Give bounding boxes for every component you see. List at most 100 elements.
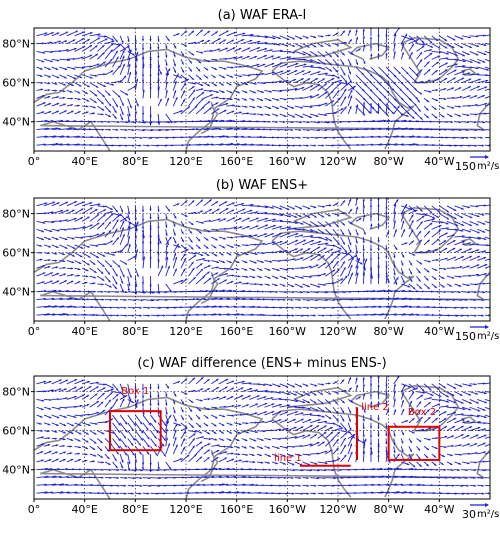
wind-arrowhead xyxy=(209,89,213,93)
wind-arrowhead xyxy=(385,205,388,209)
wind-arrowhead xyxy=(175,444,178,448)
wind-arrowhead xyxy=(134,460,138,463)
wind-arrowhead xyxy=(198,246,201,249)
wind-arrowhead xyxy=(157,291,160,295)
wind-arrowhead xyxy=(165,63,168,66)
wind-arrowhead xyxy=(184,278,188,281)
wind-arrowhead xyxy=(230,281,234,284)
wind-arrowhead xyxy=(314,462,318,465)
wind-arrowhead xyxy=(262,290,265,293)
wind-arrowhead xyxy=(103,73,106,76)
wind-arrowhead xyxy=(81,38,85,41)
wind-arrowhead xyxy=(474,95,478,98)
wind-arrowhead xyxy=(110,484,114,487)
wind-arrowhead xyxy=(149,47,152,50)
wind-arrowhead xyxy=(190,417,193,421)
wind-arrowhead xyxy=(436,215,439,218)
wind-arrowhead xyxy=(246,244,249,247)
wind-arrowhead xyxy=(95,85,99,88)
wind-arrowhead xyxy=(386,25,388,28)
wind-arrowhead xyxy=(57,468,60,471)
wind-arrowhead xyxy=(315,136,319,139)
wind-arrowhead xyxy=(426,278,429,281)
wind-arrowhead xyxy=(362,445,366,449)
wind-arrowhead xyxy=(434,285,437,288)
wind-arrowhead xyxy=(284,98,287,101)
wind-arrowhead xyxy=(422,491,426,494)
wind-arrowhead xyxy=(86,432,89,435)
wind-arrowhead xyxy=(40,429,43,432)
wind-arrowhead xyxy=(449,462,453,465)
wind-arrowhead xyxy=(48,67,51,70)
wind-arrowhead xyxy=(114,110,117,113)
wind-arrowhead xyxy=(182,438,185,441)
wind-arrowhead xyxy=(142,256,146,259)
wind-arrowhead xyxy=(48,459,52,462)
wind-arrowhead xyxy=(303,239,307,242)
wind-arrowhead xyxy=(102,232,105,235)
wind-arrowhead xyxy=(95,298,98,301)
wind-arrowhead xyxy=(70,458,74,461)
wind-arrowhead xyxy=(409,106,412,109)
wind-arrowhead xyxy=(90,224,93,227)
wind-arrowhead xyxy=(94,100,97,103)
wind-arrowhead xyxy=(356,258,359,261)
wind-arrowhead xyxy=(328,224,332,227)
wind-arrowhead xyxy=(429,40,433,44)
wind-arrowhead xyxy=(114,286,117,290)
wind-arrowhead xyxy=(452,266,455,270)
coastline xyxy=(271,230,415,320)
wind-arrowhead xyxy=(82,46,86,49)
wind-arrowhead xyxy=(49,229,53,233)
wind-arrowhead xyxy=(385,44,388,47)
wind-arrowhead xyxy=(215,58,218,61)
wind-arrowhead xyxy=(149,463,152,466)
wind-arrowhead xyxy=(132,484,135,487)
wind-arrowhead xyxy=(147,436,150,440)
wind-arrowhead xyxy=(280,70,284,73)
wind-arrow xyxy=(370,74,382,86)
wind-arrowhead xyxy=(48,416,52,419)
wind-arrowhead xyxy=(85,269,89,272)
wind-arrowhead xyxy=(174,240,177,244)
wind-arrowhead xyxy=(107,272,110,275)
wind-arrowhead xyxy=(169,289,172,293)
wind-arrowhead xyxy=(363,232,366,235)
wind-arrowhead xyxy=(63,459,66,461)
wind-arrowhead xyxy=(322,441,325,444)
wind-arrowhead xyxy=(321,144,325,147)
wind-arrowhead xyxy=(444,435,448,438)
wind-arrowhead xyxy=(437,210,441,213)
coastline xyxy=(271,408,415,498)
wind-arrowhead xyxy=(273,218,276,221)
wind-arrowhead xyxy=(455,63,458,66)
wind-arrowhead xyxy=(288,226,292,229)
wind-arrowhead xyxy=(51,32,54,35)
wind-arrowhead xyxy=(223,445,227,448)
wind-arrowhead xyxy=(216,228,219,232)
wind-arrowhead xyxy=(460,45,463,48)
wind-arrowhead xyxy=(154,436,157,439)
wind-arrowhead xyxy=(75,30,79,33)
wind-arrowhead xyxy=(77,281,81,284)
wind-arrowhead xyxy=(275,114,279,117)
wind-arrowhead xyxy=(476,249,480,252)
wind-arrowhead xyxy=(291,463,295,466)
wind-arrowhead xyxy=(207,457,210,460)
wind-arrowhead xyxy=(419,239,422,243)
wind-arrowhead xyxy=(307,298,311,302)
wind-arrowhead xyxy=(64,228,67,231)
wind-arrowhead xyxy=(148,484,152,487)
wind-arrowhead xyxy=(316,264,319,267)
wind-arrowhead xyxy=(285,437,288,440)
wind-arrowhead xyxy=(117,136,120,139)
wind-arrowhead xyxy=(128,49,131,53)
wind-arrowhead xyxy=(77,439,81,442)
wind-arrowhead xyxy=(457,468,460,472)
wind-arrowhead xyxy=(478,78,481,81)
wind-arrowhead xyxy=(483,257,487,260)
wind-arrowhead xyxy=(369,443,373,446)
wind-arrowhead xyxy=(94,468,97,471)
wind-arrowhead xyxy=(441,462,444,465)
wind-arrowhead xyxy=(285,136,288,139)
